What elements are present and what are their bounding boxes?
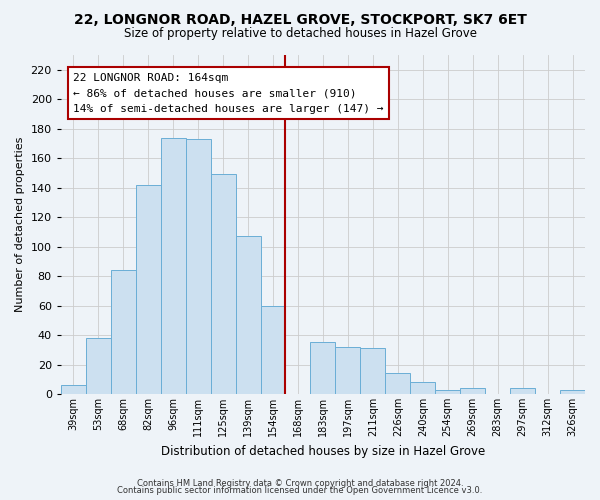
X-axis label: Distribution of detached houses by size in Hazel Grove: Distribution of detached houses by size … xyxy=(161,444,485,458)
Bar xyxy=(185,139,211,394)
Text: 22 LONGNOR ROAD: 164sqm
← 86% of detached houses are smaller (910)
14% of semi-d: 22 LONGNOR ROAD: 164sqm ← 86% of detache… xyxy=(73,72,384,114)
Bar xyxy=(435,390,460,394)
Bar xyxy=(61,385,86,394)
Bar xyxy=(260,306,286,394)
Bar xyxy=(161,138,185,394)
Bar xyxy=(236,236,260,394)
Text: Contains HM Land Registry data © Crown copyright and database right 2024.: Contains HM Land Registry data © Crown c… xyxy=(137,478,463,488)
Text: Contains public sector information licensed under the Open Government Licence v3: Contains public sector information licen… xyxy=(118,486,482,495)
Bar xyxy=(136,184,161,394)
Bar xyxy=(410,382,435,394)
Bar xyxy=(211,174,236,394)
Bar xyxy=(385,374,410,394)
Bar xyxy=(510,388,535,394)
Bar xyxy=(460,388,485,394)
Bar xyxy=(86,338,111,394)
Text: 22, LONGNOR ROAD, HAZEL GROVE, STOCKPORT, SK7 6ET: 22, LONGNOR ROAD, HAZEL GROVE, STOCKPORT… xyxy=(74,12,526,26)
Bar xyxy=(310,342,335,394)
Y-axis label: Number of detached properties: Number of detached properties xyxy=(15,137,25,312)
Bar xyxy=(335,347,361,394)
Bar xyxy=(560,390,585,394)
Text: Size of property relative to detached houses in Hazel Grove: Size of property relative to detached ho… xyxy=(124,28,476,40)
Bar xyxy=(361,348,385,394)
Bar xyxy=(111,270,136,394)
